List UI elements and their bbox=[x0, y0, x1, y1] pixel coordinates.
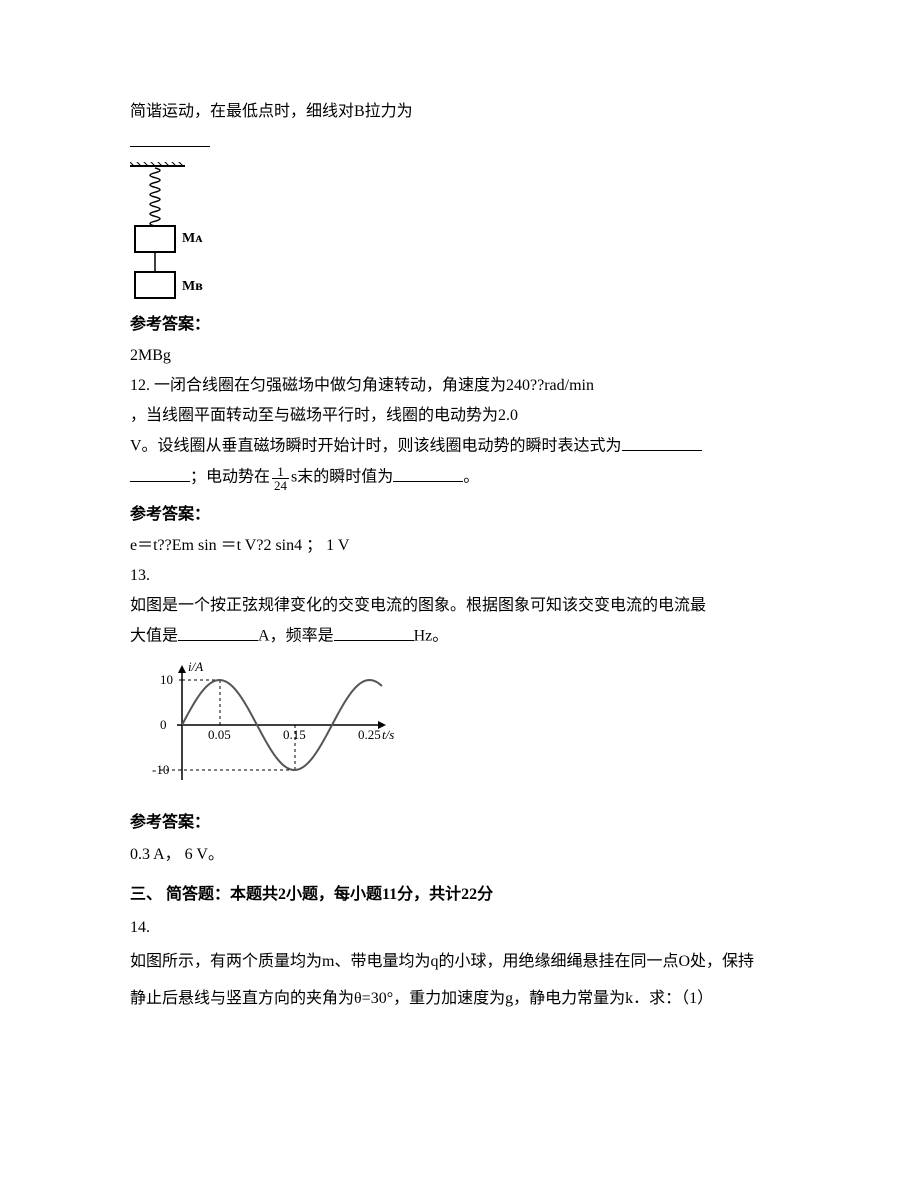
q13-line1: 如图是一个按正弦规律变化的交变电流的图象。根据图象可知该交变电流的电流最 bbox=[130, 593, 790, 619]
q13-answer-label: 参考答案： bbox=[130, 810, 790, 836]
q14-line2: 静止后悬线与竖直方向的夹角为θ=30°，重力加速度为g，静电力常量为k．求：（1… bbox=[130, 982, 790, 1016]
page-content: 简谐运动，在最低点时，细线对B拉力为 Mᴀ Mʙ 参考答案： 2MBg 12. 一… bbox=[0, 0, 920, 1191]
q12-text3: V。设线圈从垂直磁场瞬时开始计时，则该线圈电动势的瞬时表达式为 bbox=[130, 438, 622, 455]
svg-text:t/s: t/s bbox=[382, 727, 394, 742]
q13-answer: 0.3 A， 6 V。 bbox=[130, 842, 790, 868]
svg-text:Mᴀ: Mᴀ bbox=[182, 231, 203, 246]
q12-line3: V。设线圈从垂直磁场瞬时开始计时，则该线圈电动势的瞬时表达式为 bbox=[130, 432, 790, 459]
q12-line2: ，当线圈平面转动至与磁场平行时，线圈的电动势为2.0 bbox=[130, 403, 790, 429]
q12-text1: 一闭合线圈在匀强磁场中做匀角速转动，角速度为240??rad/min bbox=[154, 377, 594, 394]
q12-num: 12. bbox=[130, 377, 154, 394]
q12-blank2 bbox=[393, 463, 463, 482]
q12-text4-right: s末的瞬时值为 bbox=[291, 469, 393, 486]
q12-text4-end: 。 bbox=[463, 469, 479, 486]
q11-answer: 2MBg bbox=[130, 343, 790, 369]
q12-line4: ；电动势在124s末的瞬时值为 。 bbox=[130, 463, 790, 491]
svg-text:0: 0 bbox=[160, 717, 167, 732]
spring-mass-diagram: Mᴀ Mʙ bbox=[130, 162, 220, 302]
q13-blank1 bbox=[178, 622, 258, 641]
svg-text:10: 10 bbox=[160, 672, 173, 687]
svg-text:Mʙ: Mʙ bbox=[182, 279, 203, 294]
q12-text4-left: ；电动势在 bbox=[190, 469, 270, 486]
q12-fraction: 124 bbox=[272, 465, 289, 492]
ac-sine-chart: i/At/s100-100.050.150.25 bbox=[130, 655, 400, 800]
q13-num: 13. bbox=[130, 563, 790, 589]
q13-text2-mid: A，频率是 bbox=[258, 628, 334, 645]
q13-text2-left: 大值是 bbox=[130, 628, 178, 645]
q13-line2: 大值是 A，频率是 Hz。 bbox=[130, 622, 790, 649]
q12-blank1 bbox=[622, 432, 702, 451]
q13-blank2 bbox=[334, 622, 414, 641]
q14-num: 14. bbox=[130, 915, 790, 941]
q11-line: 简谐运动，在最低点时，细线对B拉力为 bbox=[130, 99, 790, 125]
q12-line1: 12. 一闭合线圈在匀强磁场中做匀角速转动，角速度为240??rad/min bbox=[130, 373, 790, 399]
q11-blank bbox=[130, 129, 210, 148]
section3-title: 三、 简答题：本题共2小题，每小题11分，共计22分 bbox=[130, 882, 790, 908]
q12-answer-label: 参考答案： bbox=[130, 502, 790, 528]
svg-text:i/A: i/A bbox=[188, 659, 203, 674]
q11-answer-label: 参考答案： bbox=[130, 312, 790, 338]
q12-blank1b bbox=[130, 463, 190, 482]
svg-text:0.05: 0.05 bbox=[208, 727, 231, 742]
q13-text2-right: Hz。 bbox=[414, 628, 449, 645]
svg-text:0.25: 0.25 bbox=[358, 727, 381, 742]
svg-text:0.15: 0.15 bbox=[283, 727, 306, 742]
q14-line1: 如图所示，有两个质量均为m、带电量均为q的小球，用绝缘细绳悬挂在同一点O处，保持 bbox=[130, 945, 790, 979]
q12-answer: e＝t??Em sin ＝t V?2 sin4 ； 1 V bbox=[130, 533, 790, 559]
